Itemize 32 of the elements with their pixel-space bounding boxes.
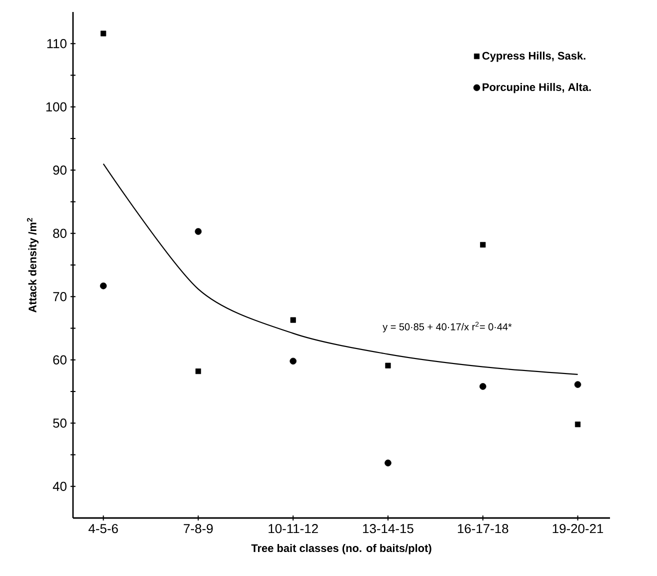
x-axis-title: Tree bait classes (no. of baits/plot): [251, 544, 432, 554]
y-tick-label: 60: [53, 355, 66, 364]
y-axis-title: Attack density /m$^{2}$: [26, 218, 39, 312]
x-tick-label: 16-17-18: [458, 524, 508, 534]
point: [100, 282, 107, 290]
point: [479, 383, 486, 390]
line-series: [102, 163, 578, 375]
point: [480, 242, 486, 248]
y-tick-label: 80: [53, 228, 66, 238]
x-tick-label: 7-8-9: [184, 524, 213, 534]
x-tick-label: 4-5-6: [88, 524, 118, 534]
point: [194, 228, 202, 235]
point: [100, 30, 106, 36]
point: [574, 381, 582, 388]
x-tick-label: 10-11-12: [268, 524, 318, 534]
y-tick-label: 70: [53, 292, 66, 302]
point: [385, 362, 391, 368]
legend-label: Cypress Hills, Sask.: [482, 52, 586, 62]
y-tick-label: 40: [52, 482, 66, 491]
point: [195, 368, 202, 374]
point: [574, 422, 581, 428]
x-tick-label: 13-14-15: [363, 524, 414, 534]
y-tick-label: 100: [46, 102, 66, 112]
y-tick-label: 110: [47, 39, 66, 48]
y-tick-label: 90: [53, 166, 66, 175]
y-tick-label: 50: [53, 418, 66, 428]
point: [384, 460, 392, 466]
annotation: y = 50·85 + 40·17/x r$^{2}$= 0·44*: [382, 322, 512, 332]
legend-label: Porcupine Hills, Alta.: [482, 82, 591, 94]
point: [290, 317, 296, 323]
x-tick-label: 19-20-21: [552, 524, 604, 534]
point: [290, 358, 297, 365]
